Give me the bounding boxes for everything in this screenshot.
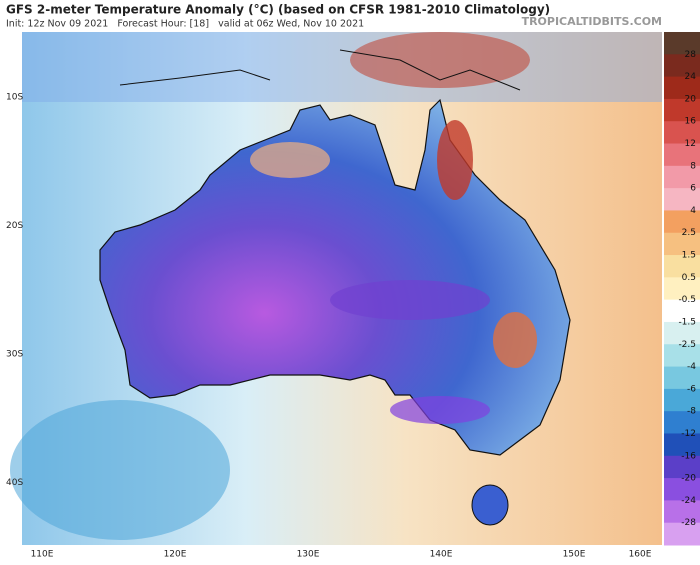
colorbar-label: 16 <box>685 117 697 127</box>
coastline <box>119 69 271 86</box>
cold-anomaly <box>330 280 490 320</box>
colorbar-swatch <box>664 76 700 100</box>
longitude-label: 130E <box>297 550 320 560</box>
tropical-band <box>22 32 662 102</box>
subtitle: Init: 12z Nov 09 2021 Forecast Hour: [18… <box>6 19 364 30</box>
colorbar-label: 24 <box>685 72 697 82</box>
latitude-label: 20S <box>6 221 23 231</box>
warm-anomaly <box>437 120 473 200</box>
title: GFS 2-meter Temperature Anomaly (°C) (ba… <box>6 3 550 17</box>
colorbar-label: -12 <box>681 429 696 439</box>
colorbar-label: -24 <box>681 496 696 506</box>
colorbar-label: 28 <box>685 50 697 60</box>
colorbar-swatch <box>664 411 700 434</box>
colorbar-label: -8 <box>687 407 696 417</box>
labels: 10S 20S 30S 40S 110E 120E 130E 140E 150E 160E <box>6 93 652 560</box>
longitude-label: 140E <box>430 550 453 560</box>
coastline <box>339 49 521 91</box>
colorbar-swatch <box>664 433 700 457</box>
colorbar-swatch <box>664 255 700 278</box>
warm-anomaly <box>350 32 530 88</box>
longitude-label: 160E <box>629 550 652 560</box>
map-area <box>10 32 662 545</box>
longitude-label: 150E <box>563 550 586 560</box>
colorbar-swatch <box>664 121 700 145</box>
colorbar-label: 8 <box>690 161 696 171</box>
colorbar-swatch <box>664 321 700 345</box>
colorbar-label: 1.5 <box>682 251 696 261</box>
cold-anomaly <box>390 396 490 424</box>
latitude-label: 40S <box>6 478 23 488</box>
colorbar-swatch <box>664 232 700 256</box>
tasmania <box>471 484 509 526</box>
colorbar-label: -28 <box>681 518 696 528</box>
colorbar-swatch <box>664 32 700 55</box>
colorbar-swatch <box>664 165 700 189</box>
colorbar-label: -0.5 <box>678 295 696 305</box>
colorbar-swatch <box>664 478 700 501</box>
colorbar-swatch <box>664 388 700 412</box>
colorbar-swatch <box>664 54 700 78</box>
colorbar-label: 0.5 <box>682 273 696 283</box>
longitude-label: 110E <box>31 550 54 560</box>
latitude-label: 30S <box>6 350 23 360</box>
colorbar-swatch <box>664 299 700 323</box>
colorbar-swatch <box>664 500 700 524</box>
cool-anomaly <box>10 400 230 540</box>
colorbar-swatch <box>664 344 700 368</box>
warm-anomaly <box>250 142 330 178</box>
colorbar-swatch <box>664 210 700 234</box>
colorbar-label: -20 <box>681 474 696 484</box>
colorbar-label: 20 <box>685 94 697 104</box>
colorbar: 28 24 20 16 12 8 6 4 2.5 1.5 0.5 -0.5 -1.5 -2.5 -4 -6 -8… <box>664 32 700 546</box>
site-credit: TROPICALTIDBITS.COM <box>522 15 662 28</box>
colorbar-label: -16 <box>681 451 696 461</box>
colorbar-label: -2.5 <box>678 340 696 350</box>
colorbar-label: 12 <box>685 139 696 149</box>
colorbar-swatch <box>664 143 700 167</box>
colorbar-swatch <box>664 522 700 546</box>
latitude-label: 10S <box>6 93 23 103</box>
colorbar-swatch <box>664 366 700 390</box>
colorbar-swatch <box>664 98 700 122</box>
colorbar-label: 4 <box>690 206 696 216</box>
longitude-label: 120E <box>164 550 187 560</box>
colorbar-label: -4 <box>687 362 696 372</box>
colorbar-label: 2.5 <box>682 228 696 238</box>
colorbar-swatch <box>664 455 700 479</box>
warm-anomaly <box>493 312 537 368</box>
colorbar-label: 6 <box>690 184 696 194</box>
colorbar-swatch <box>664 188 700 211</box>
colorbar-swatch <box>664 277 700 301</box>
colorbar-label: -6 <box>687 384 696 394</box>
colorbar-label: -1.5 <box>678 317 696 327</box>
